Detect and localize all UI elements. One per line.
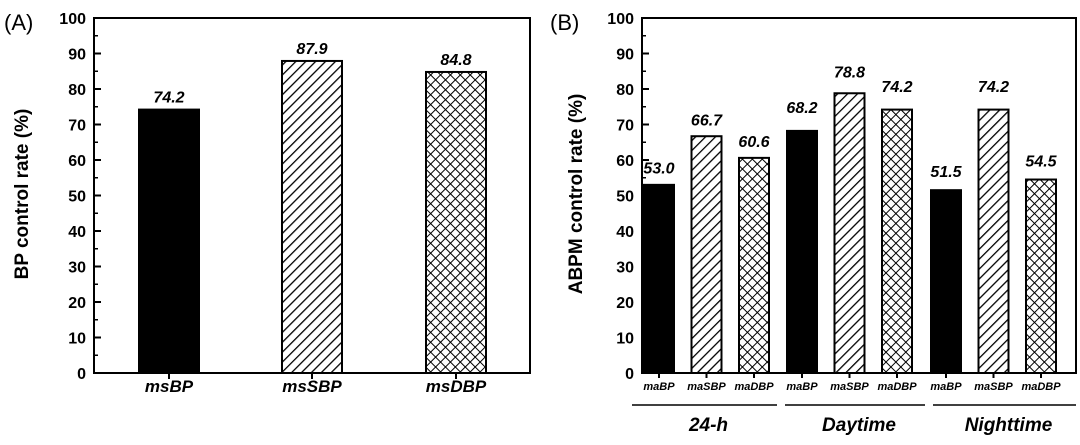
panel-b-y-tick-label: 80 bbox=[616, 82, 634, 99]
panel-a-data-label: 87.9 bbox=[296, 41, 327, 58]
panel-b-y-tick-label: 100 bbox=[607, 11, 634, 28]
panel-b-bar-Daytime-maSBP bbox=[833, 92, 866, 374]
panel-b-data-label: 66.7 bbox=[691, 113, 723, 130]
panel-a-x-tick-label: msBP bbox=[145, 377, 194, 396]
panel-b-y-tick-label: 50 bbox=[616, 189, 634, 206]
panel-b-bar-24-h-maBP bbox=[643, 183, 675, 374]
panel-b-data-label: 78.8 bbox=[834, 65, 865, 82]
panel-b-x-tick-label: maBP bbox=[643, 381, 675, 393]
panel-b-group-label: 24-h bbox=[688, 415, 728, 436]
panel-b-y-tick-label: 10 bbox=[616, 331, 634, 348]
panel-b-data-label: 74.2 bbox=[881, 79, 912, 96]
panel-a-bar-msDBP bbox=[425, 70, 487, 375]
panel-b-y-tick-label: 40 bbox=[616, 224, 634, 241]
panel-b-bar-Daytime-maBP bbox=[786, 129, 818, 374]
panel-b-y-tick-label: 60 bbox=[616, 153, 634, 170]
panel-a-bar-msBP bbox=[138, 108, 200, 374]
panel-b-bar-Nighttime-maDBP bbox=[1025, 178, 1057, 374]
panel-b-x-tick-label: maDBP bbox=[877, 381, 917, 393]
panel-b-bar-24-h-maSBP bbox=[690, 135, 723, 374]
panel-a-x-tick-label: msDBP bbox=[426, 377, 487, 396]
panel-a-y-tick-label: 10 bbox=[68, 331, 86, 348]
panel-a-bar-msSBP bbox=[281, 59, 343, 375]
panel-a-data-label: 84.8 bbox=[440, 52, 471, 69]
panel-a-y-tick-label: 0 bbox=[77, 366, 86, 383]
panel-b-y-tick-label: 20 bbox=[616, 295, 634, 312]
panel-a-y-tick-label: 30 bbox=[68, 260, 86, 277]
panel-b-y-tick-label: 90 bbox=[616, 47, 634, 64]
panel-a: (A) BP control rate (%) 0 10 20 30 40 50 60 70 8… bbox=[4, 10, 531, 396]
panel-b-data-label: 53.0 bbox=[643, 160, 674, 177]
panel-b-y-tick-label: 70 bbox=[616, 118, 634, 135]
panel-b-y-tick-label: 30 bbox=[616, 260, 634, 277]
panel-b-label: (B) bbox=[550, 10, 579, 35]
panel-a-y-axis-label: BP control rate (%) bbox=[12, 109, 33, 280]
panel-b-bar-24-h-maDBP bbox=[738, 156, 770, 374]
panel-a-x-tick-label: msSBP bbox=[282, 377, 342, 396]
panel-b-x-tick-label: maBP bbox=[786, 381, 818, 393]
panel-b-bar-Nighttime-maSBP bbox=[977, 108, 1010, 374]
panel-a-y-tick-label: 80 bbox=[68, 82, 86, 99]
panel-b-y-tick-label: 0 bbox=[625, 366, 634, 383]
panel-b-data-label: 51.5 bbox=[930, 164, 962, 181]
panel-a-y-tick-label: 50 bbox=[68, 189, 86, 206]
panel-b-data-label: 60.6 bbox=[738, 134, 769, 151]
panel-b-data-label: 54.5 bbox=[1025, 153, 1057, 170]
panel-a-y-tick-label: 40 bbox=[68, 224, 86, 241]
panel-b-group-label: Nighttime bbox=[965, 415, 1053, 436]
panel-b-group-label: Daytime bbox=[822, 415, 896, 436]
panel-a-y-tick-label: 60 bbox=[68, 153, 86, 170]
panel-b-data-label: 68.2 bbox=[786, 100, 817, 117]
panel-a-data-label: 74.2 bbox=[153, 90, 184, 107]
panel-b: (B) ABPM control rate (%) 0 10 20 30 40 50 60 7… bbox=[550, 10, 1077, 436]
panel-b-bar-Nighttime-maBP bbox=[930, 189, 962, 374]
panel-a-y-tick-label: 20 bbox=[68, 295, 86, 312]
panel-b-data-label: 74.2 bbox=[978, 79, 1009, 96]
panel-b-x-tick-label: maBP bbox=[930, 381, 962, 393]
panel-b-y-axis-label: ABPM control rate (%) bbox=[566, 94, 587, 295]
panel-b-x-tick-label: maDBP bbox=[1021, 381, 1061, 393]
panel-b-x-tick-label: maSBP bbox=[974, 381, 1013, 393]
panel-a-y-tick-label: 70 bbox=[68, 118, 86, 135]
panel-b-bar-Daytime-maDBP bbox=[881, 108, 913, 374]
panel-a-y-tick-label: 90 bbox=[68, 47, 86, 64]
panel-b-x-tick-label: maDBP bbox=[734, 381, 774, 393]
panel-a-y-tick-label: 100 bbox=[59, 11, 86, 28]
panel-a-label: (A) bbox=[4, 10, 33, 35]
panel-b-x-tick-label: maSBP bbox=[687, 381, 726, 393]
panel-b-x-tick-label: maSBP bbox=[830, 381, 869, 393]
